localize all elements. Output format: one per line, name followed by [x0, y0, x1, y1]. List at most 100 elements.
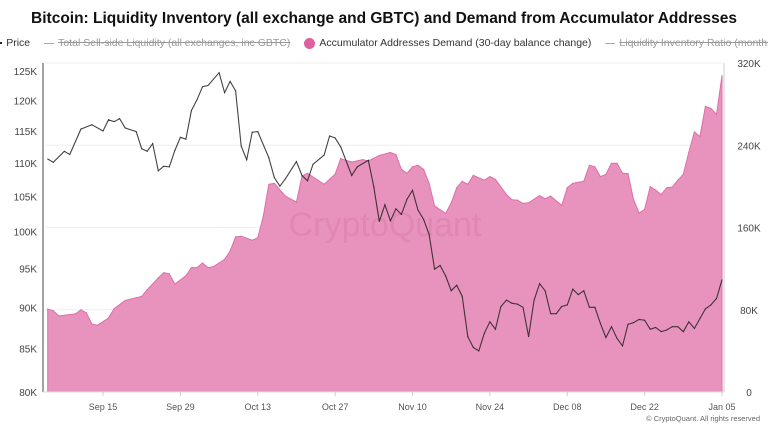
demand-point [146, 289, 148, 291]
demand-point [107, 317, 110, 319]
demand-point [594, 166, 596, 168]
price-point [91, 124, 93, 126]
price-point [555, 313, 557, 315]
price-point [561, 305, 563, 307]
demand-point [295, 201, 298, 203]
line-swatch-icon [0, 42, 3, 44]
demand-point [583, 180, 585, 182]
line-swatch-icon [605, 42, 616, 44]
price-point [218, 72, 220, 74]
price-point [693, 327, 695, 329]
price-point [550, 313, 552, 315]
price-point [483, 332, 485, 334]
demand-point [671, 186, 673, 188]
price-point [207, 85, 209, 87]
legend-item-liquidity-ratio[interactable]: Liquidity Inventory Ratio (months) [605, 37, 768, 49]
demand-point [649, 186, 651, 188]
demand-point [196, 266, 198, 269]
demand-point [340, 158, 342, 160]
demand-point [251, 239, 253, 241]
demand-point [434, 205, 436, 207]
demand-point [58, 315, 60, 317]
price-point [622, 345, 624, 347]
price-point [655, 327, 657, 329]
price-point [572, 288, 574, 290]
price-point [351, 174, 353, 176]
price-point [168, 166, 170, 168]
price-point [108, 119, 110, 121]
demand-point [489, 176, 491, 178]
price-point [323, 154, 325, 156]
price-point [268, 157, 270, 159]
price-point [157, 170, 159, 172]
right-axis-tick-label: 320K [737, 59, 761, 70]
price-point [329, 135, 331, 137]
price-point [511, 302, 513, 304]
legend-item-sell-side-liquidity[interactable]: Total Sell-side Liquidity (all exchanges… [44, 37, 290, 49]
legend-label: Liquidity Inventory Ratio (months) [619, 37, 768, 49]
demand-point [113, 308, 115, 310]
price-point [340, 146, 342, 148]
price-point [47, 158, 49, 160]
demand-point [539, 195, 541, 197]
price-point [566, 304, 568, 306]
demand-point [688, 151, 690, 154]
price-point [384, 204, 386, 206]
price-point [445, 275, 447, 277]
legend-label: Accumulator Addresses Demand (30-day bal… [319, 37, 592, 49]
demand-point [516, 199, 519, 201]
price-point [644, 319, 646, 321]
price-point [179, 136, 181, 138]
demand-point [638, 212, 640, 214]
price-point [146, 150, 148, 152]
demand-point [389, 151, 391, 154]
price-point [240, 145, 242, 147]
demand-point [428, 182, 430, 184]
demand-point [223, 258, 226, 260]
price-point [69, 153, 71, 155]
price-point [715, 298, 717, 300]
legend-item-accumulator-demand[interactable]: Accumulator Addresses Demand (30-day bal… [304, 37, 591, 49]
price-point [190, 110, 192, 112]
right-axis-tick-label: 0 [746, 388, 752, 399]
price-point [721, 279, 723, 281]
x-axis-tick-label: Oct 13 [244, 402, 271, 412]
left-axis-tick-label: 120K [14, 96, 38, 107]
demand-point [91, 323, 93, 325]
demand-point [229, 250, 231, 252]
demand-point [284, 195, 286, 197]
demand-point [52, 310, 54, 312]
price-point [201, 86, 203, 88]
price-point [522, 306, 524, 308]
price-point [533, 299, 535, 301]
legend-label: Price [6, 37, 31, 49]
demand-point [400, 168, 403, 170]
price-point [273, 176, 275, 178]
price-point [119, 118, 121, 120]
price-point [638, 318, 640, 320]
price-point [450, 290, 452, 292]
demand-point [422, 168, 425, 170]
left-axis-tick-label: 105K [14, 192, 38, 203]
price-point [682, 331, 684, 333]
price-point [251, 131, 253, 133]
price-point [577, 294, 579, 296]
demand-point [406, 172, 408, 174]
price-point [135, 131, 137, 133]
price-point [649, 328, 651, 330]
legend-item-price[interactable]: Price [0, 37, 30, 49]
right-axis-tick-label: 160K [737, 224, 761, 235]
demand-point [644, 208, 646, 211]
price-point [141, 148, 143, 150]
price-point [467, 336, 469, 338]
demand-point [185, 275, 187, 277]
demand-point [505, 194, 508, 196]
price-point [389, 220, 391, 222]
price-point [616, 337, 618, 339]
left-axis-tick-label: 100K [14, 228, 38, 239]
price-point [666, 329, 668, 331]
demand-point [207, 266, 209, 269]
watermark-logo: CryptoQuant [289, 206, 482, 244]
x-axis-tick-label: Oct 27 [322, 402, 349, 412]
